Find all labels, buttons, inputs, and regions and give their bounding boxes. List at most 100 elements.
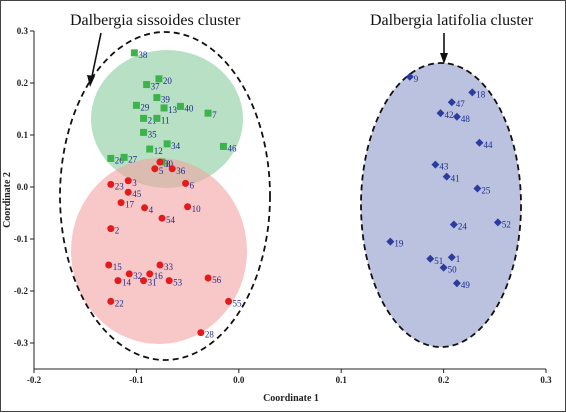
annotation-arrowhead-sissoides xyxy=(87,75,95,87)
data-point-label: 16 xyxy=(154,271,164,281)
data-point-label: 34 xyxy=(171,141,181,151)
data-point-square xyxy=(140,114,148,122)
data-point-diamond xyxy=(386,237,395,246)
data-point-diamond xyxy=(431,160,440,169)
data-point-diamond xyxy=(439,263,448,272)
data-point-circle xyxy=(107,297,115,305)
data-point-label: 4 xyxy=(149,205,154,215)
data-point-diamond xyxy=(442,172,451,181)
data-point-circle xyxy=(184,203,192,211)
data-point-label: 40 xyxy=(184,103,194,113)
y-tick-label: -0.3 xyxy=(14,338,29,348)
ellipse-green-group xyxy=(91,50,243,188)
data-point-square xyxy=(153,114,161,122)
data-point-circle xyxy=(124,177,132,185)
data-point-label: 17 xyxy=(125,200,135,210)
y-tick-label: -0.2 xyxy=(14,286,29,296)
data-point-square xyxy=(204,109,212,117)
data-point-circle xyxy=(124,188,132,196)
data-point-label: 25 xyxy=(481,186,491,196)
data-point-diamond xyxy=(405,72,414,81)
data-point-label: 1 xyxy=(456,254,461,264)
data-point-label: 56 xyxy=(212,275,222,285)
data-point-label: 49 xyxy=(461,280,471,290)
data-point-circle xyxy=(225,297,233,305)
data-point-circle xyxy=(204,274,212,282)
data-point-label: 23 xyxy=(115,181,125,191)
data-point-label: 2 xyxy=(115,226,120,236)
x-tick-label: 0.1 xyxy=(336,375,348,385)
data-point-diamond xyxy=(447,253,456,262)
data-point-label: 13 xyxy=(168,105,178,115)
annotation-sissoides: Dalbergia sissoides cluster xyxy=(70,12,241,29)
data-point-label: 15 xyxy=(113,262,123,272)
data-point-square xyxy=(163,140,171,148)
data-point-square xyxy=(146,145,154,153)
axes xyxy=(33,31,546,370)
data-point-label: 7 xyxy=(212,110,217,120)
data-point-label: 42 xyxy=(445,110,454,120)
annotation-latifolia: Dalbergia latifolia cluster xyxy=(370,12,534,29)
data-point-label: 45 xyxy=(132,189,142,199)
data-point-label: 44 xyxy=(483,140,493,150)
data-point-diamond xyxy=(447,98,456,107)
y-tick-label: 0.0 xyxy=(17,182,29,192)
annotation-arrowhead-latifolia xyxy=(440,53,448,64)
data-point-label: 28 xyxy=(205,330,215,340)
data-point-label: 39 xyxy=(161,95,171,105)
data-point-label: 51 xyxy=(434,256,443,266)
axis-ticks: -0.2 -0.1 0.0 0.1 0.2 0.3 0.3 0.2 0.1 0.0 -0.1 -0.2… xyxy=(14,26,552,385)
x-tick-label: 0.2 xyxy=(438,375,450,385)
data-point-label: 48 xyxy=(461,114,471,124)
data-point-square xyxy=(120,153,128,161)
data-point-circle xyxy=(158,214,166,222)
data-point-label: 22 xyxy=(115,298,124,308)
data-point-square xyxy=(107,154,115,162)
x-tick-label: 0.0 xyxy=(233,375,245,385)
data-point-circle xyxy=(146,270,154,278)
data-point-circle xyxy=(117,199,125,207)
data-point-square xyxy=(176,102,184,110)
y-tick-label: 0.2 xyxy=(17,78,29,88)
data-point-circle xyxy=(156,261,164,269)
data-point-circle xyxy=(107,180,115,188)
data-point-label: 29 xyxy=(140,102,150,112)
data-point-label: 37 xyxy=(151,82,161,92)
data-point-diamond xyxy=(468,88,477,97)
data-point-square xyxy=(155,75,163,83)
data-point-diamond xyxy=(449,220,458,229)
data-point-label: 24 xyxy=(458,221,468,231)
data-point-label: 10 xyxy=(192,204,202,214)
data-point-circle xyxy=(156,158,164,166)
data-point-label: 53 xyxy=(173,278,183,288)
data-point-label: 27 xyxy=(128,154,138,164)
data-point-diamond xyxy=(493,218,502,227)
data-point-label: 32 xyxy=(133,271,142,281)
data-point-label: 26 xyxy=(115,155,125,165)
data-point-label: 38 xyxy=(138,50,148,60)
data-point-square xyxy=(219,142,227,150)
data-point-square xyxy=(153,94,161,102)
data-point-circle xyxy=(107,225,115,233)
data-point-diamond xyxy=(436,109,445,118)
data-point-label: 55 xyxy=(233,298,243,308)
data-point-label: 54 xyxy=(166,215,176,225)
data-point-circle xyxy=(105,261,113,269)
data-point-circle xyxy=(125,270,133,278)
x-tick-label: -0.1 xyxy=(129,375,144,385)
data-point-label: 50 xyxy=(448,265,458,275)
data-point-label: 43 xyxy=(439,162,449,172)
data-point-label: 5 xyxy=(159,166,164,176)
data-point-label: 8 xyxy=(166,159,171,169)
x-axis-label: Coordinate 1 xyxy=(263,393,319,404)
ellipse-latifolia-cluster xyxy=(360,62,522,348)
data-point-label: 30 xyxy=(164,159,174,169)
data-point-label: 35 xyxy=(148,129,158,139)
data-point-label: 12 xyxy=(154,146,163,156)
annotations: Dalbergia sissoides cluster Dalbergia la… xyxy=(70,12,534,87)
data-point-circle xyxy=(151,165,159,173)
data-point-label: 9 xyxy=(414,74,419,84)
